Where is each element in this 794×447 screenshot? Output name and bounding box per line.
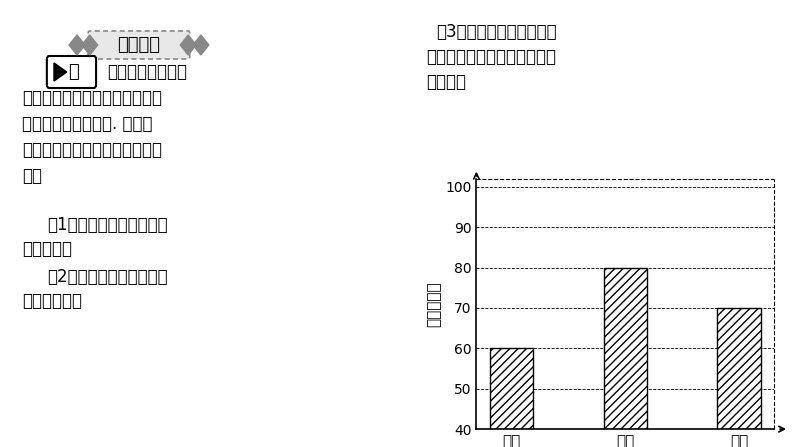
Text: 示，根据图中信息，回答下列问: 示，根据图中信息，回答下列问	[22, 141, 162, 159]
Text: 成绩制成条形统计图. 如图所: 成绩制成条形统计图. 如图所	[22, 115, 152, 133]
Text: 易错易混: 易错易混	[118, 36, 160, 54]
Text: 例: 例	[68, 63, 79, 81]
Text: 题：: 题：	[22, 167, 42, 185]
Text: 分数最低？: 分数最低？	[22, 240, 72, 258]
Text: 分数的几倍？: 分数的几倍？	[22, 292, 83, 310]
Text: （3）这个统计图容易使人: （3）这个统计图容易使人	[436, 23, 557, 41]
FancyBboxPatch shape	[88, 31, 190, 59]
Polygon shape	[69, 35, 85, 55]
Polygon shape	[180, 35, 196, 55]
Text: 产生错觉吗？应该怎样修改较: 产生错觉吗？应该怎样修改较	[426, 48, 556, 66]
Text: 一次知识竞赛后，: 一次知识竞赛后，	[107, 63, 187, 81]
Bar	[603, 268, 647, 447]
Text: 为合理？: 为合理？	[426, 73, 466, 91]
Text: （1）谁的分数最高？谁的: （1）谁的分数最高？谁的	[48, 216, 168, 234]
Bar	[490, 348, 533, 447]
Polygon shape	[193, 35, 209, 55]
Y-axis label: 成绩（分）: 成绩（分）	[426, 281, 441, 327]
Bar	[718, 308, 761, 447]
Text: （2）豆豆的分数是丁丁的: （2）豆豆的分数是丁丁的	[48, 268, 168, 286]
Polygon shape	[54, 63, 67, 81]
Polygon shape	[82, 35, 98, 55]
FancyBboxPatch shape	[47, 56, 96, 88]
Text: 丁丁、豆豆、乐乐三人把自己的: 丁丁、豆豆、乐乐三人把自己的	[22, 89, 162, 107]
